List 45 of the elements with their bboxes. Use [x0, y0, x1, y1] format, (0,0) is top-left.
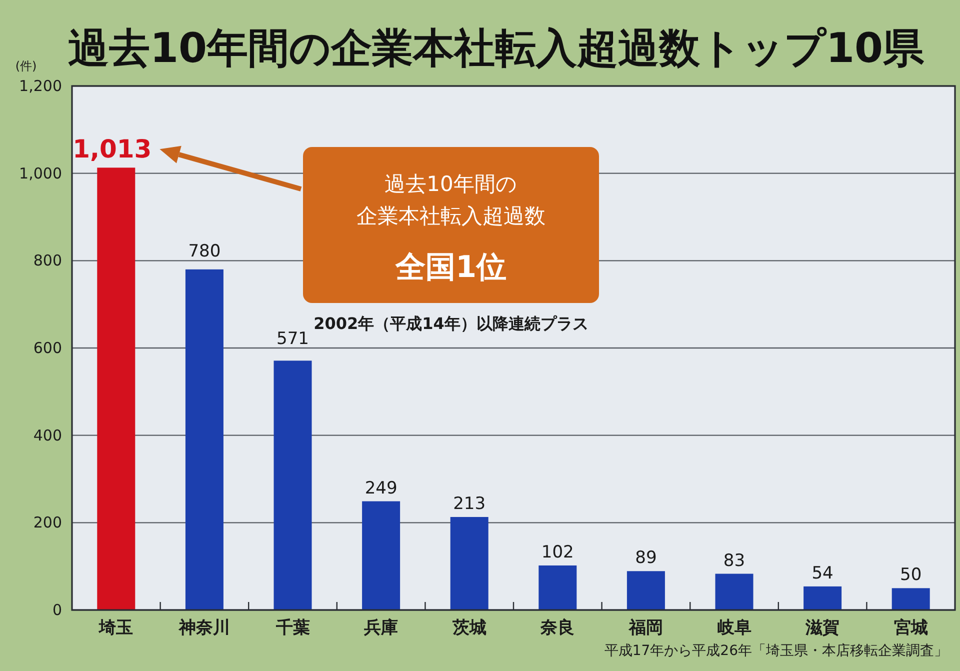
data-label: 102: [541, 542, 574, 562]
bar: [97, 168, 136, 610]
y-tick-label: 600: [33, 339, 62, 357]
data-label: 213: [453, 494, 486, 514]
y-tick-label: 1,000: [19, 164, 62, 182]
bar: [715, 574, 754, 610]
x-tick-label: 兵庫: [363, 618, 398, 638]
data-label: 571: [276, 329, 309, 349]
x-tick-label: 岐阜: [717, 618, 752, 638]
data-label: 89: [635, 548, 657, 568]
annotation: 過去10年間の: [384, 172, 518, 196]
bar: [185, 269, 224, 610]
x-tick-label: 神奈川: [178, 618, 230, 638]
bar: [450, 516, 488, 610]
y-tick-label: 1,200: [19, 77, 62, 95]
x-tick-label: 宮城: [894, 618, 928, 638]
bar: [274, 360, 312, 610]
y-tick-label: 400: [33, 426, 62, 444]
bar: [804, 586, 842, 610]
callout: 過去10年間の 企業本社転入超過数 全国1位: [303, 147, 599, 303]
data-label: 780: [188, 242, 221, 262]
data-label: 249: [364, 478, 398, 498]
data-label: 54: [812, 563, 834, 584]
y-tick-label: 200: [33, 514, 62, 532]
y-tick-label: 0: [52, 601, 62, 619]
x-tick-label: 埼玉: [98, 618, 134, 638]
annotation: 2002年（平成14年）以降連続プラス: [314, 314, 588, 333]
y-axis-title: (件): [15, 59, 37, 73]
x-tick-label: 奈良: [540, 618, 575, 638]
text: 平成17年から平成26年「埼玉県・本店移転企業調査」: [604, 643, 948, 659]
annotation: 企業本社転入超過数: [356, 204, 546, 228]
y-tick-label: 800: [33, 252, 62, 270]
data-label: 1,013: [72, 134, 152, 164]
bar: [362, 501, 400, 610]
data-label: 50: [900, 565, 922, 586]
chart-title: 過去10年間の企業本社転入超過数トップ10県: [68, 24, 926, 72]
x-tick-label: 千葉: [274, 618, 310, 638]
bar: [626, 571, 665, 610]
bar: [892, 588, 930, 610]
data-label: 83: [723, 550, 746, 571]
annotation: 全国1位: [394, 250, 506, 285]
x-tick-label: 福岡: [628, 618, 663, 638]
x-tick-label: 滋賀: [804, 618, 840, 638]
bar: [538, 565, 577, 610]
x-tick-label: 茨城: [451, 618, 486, 638]
